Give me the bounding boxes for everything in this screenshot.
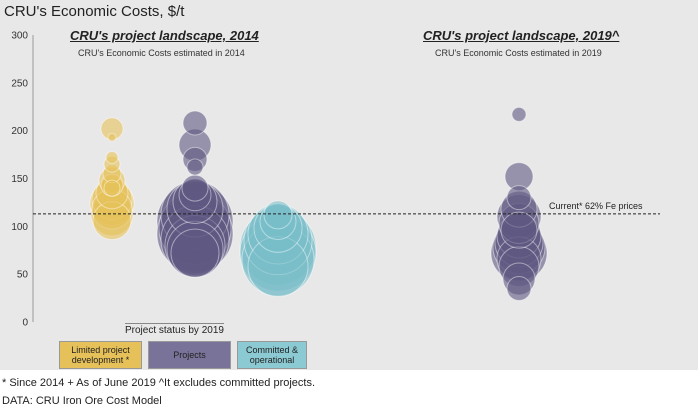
legend-label: Projects — [173, 350, 206, 360]
y-tick-label: 250 — [11, 78, 28, 89]
footnote: * Since 2014 + As of June 2019 ^It exclu… — [2, 377, 316, 389]
panel-note-2014: CRU's Economic Costs estimated in 2014 — [78, 48, 245, 58]
legend-label: Committed & operational — [245, 345, 298, 365]
legend-item-limited-development: Limited project development * — [59, 341, 142, 369]
y-tick-label: 100 — [11, 222, 28, 233]
bubble-point — [263, 200, 293, 230]
data-source: DATA: CRU Iron Ore Cost Model — [2, 395, 162, 407]
bubble-point — [506, 276, 532, 302]
bubble-point — [186, 158, 204, 176]
bubble-point — [105, 150, 119, 164]
chart-title: CRU's Economic Costs, $/t — [4, 3, 185, 20]
legend-item-projects: Projects — [148, 341, 231, 369]
panel-title-2014: CRU's project landscape, 2014 — [70, 28, 259, 43]
chart-area: 0 50 100 150 200 250 300 Current* 62% Fe price… — [11, 31, 660, 329]
legend-item-committed-operational: Committed & operational — [237, 341, 307, 369]
y-tick-label: 200 — [11, 126, 28, 137]
legend-label: Limited project development * — [71, 345, 130, 365]
bubble-point — [103, 179, 121, 197]
panel-title-2019: CRU's project landscape, 2019^ — [423, 28, 620, 43]
bubble-point — [500, 211, 538, 249]
bubble-point — [107, 132, 117, 142]
bubble-point — [511, 106, 527, 122]
y-tick-label: 150 — [11, 174, 28, 185]
bubble-point — [182, 110, 208, 136]
bubble-point — [506, 185, 532, 211]
bubble-point — [170, 228, 220, 278]
y-tick-label: 0 — [22, 318, 28, 329]
bubble-point — [181, 174, 209, 202]
y-tick-label: 300 — [11, 31, 28, 42]
panel-note-2019: CRU's Economic Costs estimated in 2019 — [435, 48, 602, 58]
y-tick-label: 50 — [17, 270, 29, 281]
reference-line-label: Current* 62% Fe prices — [549, 201, 643, 211]
legend-title: Project status by 2019 — [125, 323, 224, 336]
